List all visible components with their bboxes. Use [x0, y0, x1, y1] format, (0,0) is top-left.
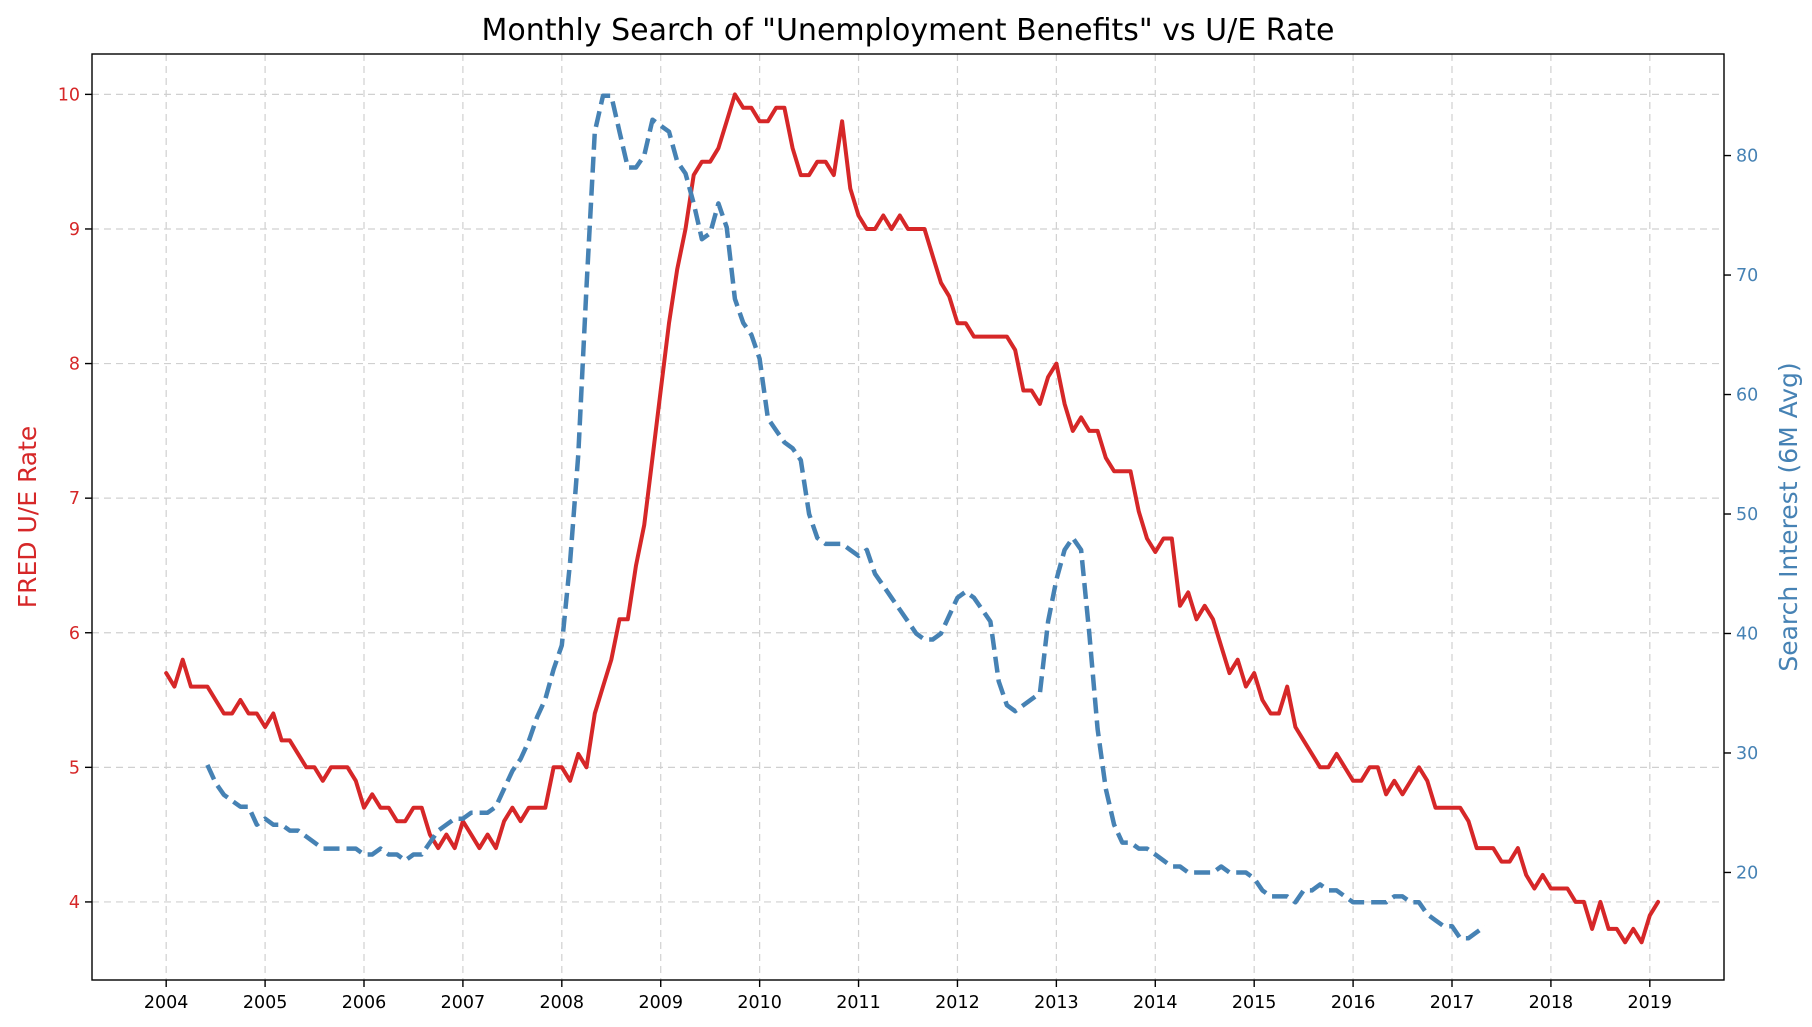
x-tick-label: 2011 [836, 993, 881, 1013]
y-right-tick-label: 60 [1736, 386, 1758, 406]
y-right-tick-label: 20 [1736, 863, 1758, 883]
x-tick-label: 2005 [243, 993, 288, 1013]
unemployment-rate-line [164, 92, 1661, 945]
y-right-tick-label: 40 [1736, 624, 1758, 644]
x-tick-label: 2012 [935, 993, 980, 1013]
y-left-tick-label: 5 [69, 758, 80, 778]
y-left-tick-label: 6 [69, 624, 80, 644]
chart-title: Monthly Search of "Unemployment Benefits… [481, 13, 1334, 48]
y-right-tick-label: 30 [1736, 744, 1758, 764]
x-tick-label: 2006 [342, 993, 387, 1013]
y-left-tick-label: 9 [69, 220, 80, 240]
x-tick-label: 2017 [1430, 993, 1475, 1013]
axis-ticks: 2004 2005 2006 2007 2008 2009 2010 2011 2012 2013… [58, 85, 1759, 1013]
x-tick-label: 2018 [1529, 993, 1574, 1013]
x-tick-label: 2015 [1232, 993, 1277, 1013]
y-left-tick-label: 7 [69, 489, 80, 509]
x-tick-label: 2008 [540, 993, 585, 1013]
right-axis-label: Search Interest (6M Avg) [1774, 362, 1803, 671]
y-left-tick-label: 10 [58, 85, 80, 105]
x-tick-label: 2014 [1133, 993, 1178, 1013]
x-tick-label: 2007 [441, 993, 486, 1013]
y-right-tick-label: 80 [1736, 147, 1758, 167]
y-right-tick-label: 50 [1736, 505, 1758, 525]
x-tick-label: 2019 [1628, 993, 1673, 1013]
x-tick-label: 2004 [144, 993, 189, 1013]
y-left-tick-label: 4 [69, 893, 80, 913]
y-left-tick-label: 8 [69, 355, 80, 375]
plot-frame [91, 53, 1725, 981]
left-axis-label: FRED U/E Rate [13, 426, 42, 609]
x-tick-label: 2016 [1331, 993, 1376, 1013]
grid [92, 54, 1724, 980]
x-tick-label: 2009 [638, 993, 683, 1013]
x-tick-label: 2010 [737, 993, 782, 1013]
series-layer [164, 92, 1661, 945]
x-tick-label: 2013 [1034, 993, 1079, 1013]
search-interest-line [205, 93, 1487, 941]
y-right-tick-label: 70 [1736, 266, 1758, 286]
